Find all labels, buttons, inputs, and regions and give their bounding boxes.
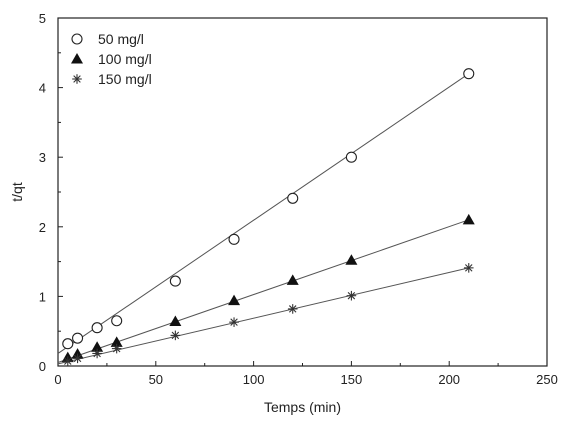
data-point — [345, 254, 358, 265]
data-point — [346, 290, 357, 301]
data-point — [345, 151, 357, 163]
fit-line-series-1 — [57, 73, 470, 354]
legend-label: 50 mg/l — [98, 31, 144, 47]
series-3-points — [62, 263, 474, 366]
data-point — [169, 315, 182, 326]
legend: 50 mg/l 100 mg/l 150 mg/l — [71, 31, 152, 87]
y-tick-label: 0 — [39, 359, 46, 374]
data-point — [92, 348, 102, 359]
x-tick-label: 100 — [243, 372, 265, 387]
axis-ticks: 0 50 100 150 200 250 0 1 2 3 4 5 — [39, 11, 558, 387]
data-point — [91, 341, 104, 352]
y-tick-label: 2 — [39, 220, 46, 235]
y-tick-label: 4 — [39, 81, 46, 96]
fit-line-series-3 — [57, 267, 469, 365]
y-tick-label: 5 — [39, 11, 46, 26]
x-axis-label: Temps (min) — [264, 399, 341, 415]
fit-lines — [57, 73, 470, 365]
legend-marker — [71, 33, 83, 45]
legend-marker — [72, 74, 82, 84]
fit-line-series-2 — [57, 219, 469, 363]
data-point — [169, 275, 181, 287]
y-axis-label: t/qt — [9, 182, 25, 202]
x-tick-label: 250 — [536, 372, 558, 387]
data-point — [228, 294, 241, 306]
x-tick-label: 200 — [438, 372, 460, 387]
data-point — [463, 68, 475, 80]
data-point — [286, 274, 299, 285]
legend-label: 100 mg/l — [98, 51, 152, 67]
data-point — [72, 353, 83, 364]
data-point — [72, 332, 84, 344]
data-point — [228, 233, 240, 245]
x-tick-label: 150 — [341, 372, 363, 387]
data-point — [91, 322, 103, 334]
data-point — [111, 343, 122, 354]
y-tick-label: 3 — [39, 150, 46, 165]
data-point — [229, 317, 239, 327]
series-1-points — [62, 68, 475, 350]
legend-label: 150 mg/l — [98, 71, 152, 87]
data-point — [287, 304, 298, 314]
data-point — [110, 336, 123, 347]
legend-item-2: 100 mg/l — [71, 51, 152, 67]
y-tick-label: 1 — [39, 289, 46, 304]
data-point — [170, 330, 181, 341]
data-point — [111, 315, 123, 327]
data-point — [463, 263, 474, 273]
data-point — [62, 338, 74, 350]
legend-marker — [71, 53, 83, 64]
x-tick-label: 50 — [149, 372, 163, 387]
data-point — [287, 192, 299, 204]
data-point — [62, 356, 73, 366]
legend-item-1: 50 mg/l — [71, 31, 144, 47]
x-tick-label: 0 — [54, 372, 61, 387]
legend-item-3: 150 mg/l — [72, 71, 152, 87]
data-points — [61, 68, 475, 366]
data-point — [462, 213, 475, 225]
